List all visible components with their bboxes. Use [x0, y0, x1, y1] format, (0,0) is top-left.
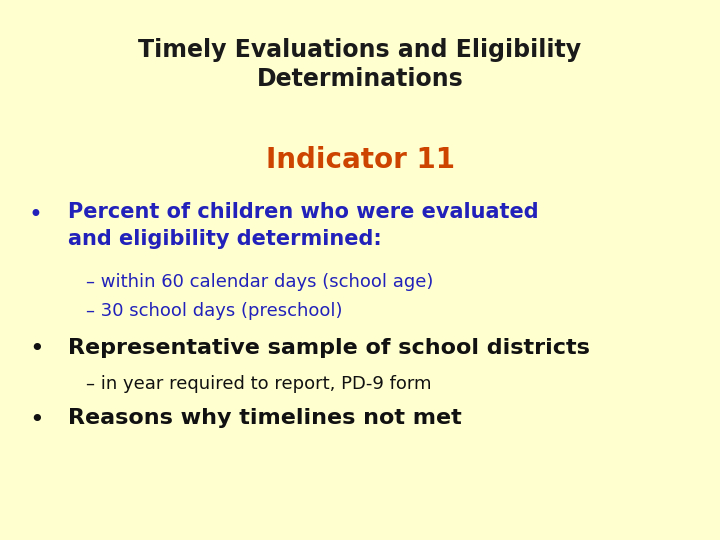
Text: •: •	[29, 202, 42, 226]
Text: – 30 school days (preschool): – 30 school days (preschool)	[86, 302, 343, 320]
Text: Representative sample of school districts: Representative sample of school district…	[68, 338, 590, 357]
Text: Indicator 11: Indicator 11	[266, 146, 454, 174]
Text: Reasons why timelines not met: Reasons why timelines not met	[68, 408, 462, 428]
Text: – in year required to report, PD-9 form: – in year required to report, PD-9 form	[86, 375, 432, 393]
Text: •: •	[29, 338, 43, 361]
Text: •: •	[29, 408, 43, 431]
Text: – within 60 calendar days (school age): – within 60 calendar days (school age)	[86, 273, 433, 291]
Text: Timely Evaluations and Eligibility
Determinations: Timely Evaluations and Eligibility Deter…	[138, 38, 582, 91]
Text: Percent of children who were evaluated
and eligibility determined:: Percent of children who were evaluated a…	[68, 202, 539, 249]
